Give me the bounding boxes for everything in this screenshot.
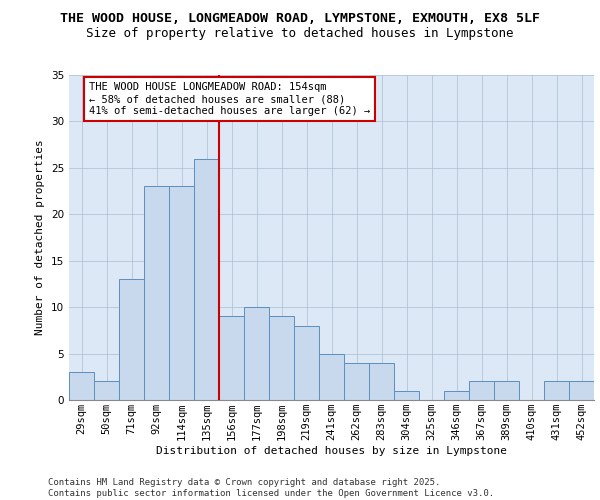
Bar [69, 372, 94, 400]
Text: THE WOOD HOUSE LONGMEADOW ROAD: 154sqm
← 58% of detached houses are smaller (88): THE WOOD HOUSE LONGMEADOW ROAD: 154sqm ←… [89, 82, 370, 116]
Bar [244, 307, 269, 400]
Bar [569, 382, 594, 400]
Text: Contains HM Land Registry data © Crown copyright and database right 2025.
Contai: Contains HM Land Registry data © Crown c… [48, 478, 494, 498]
Bar [344, 363, 369, 400]
Bar [369, 363, 394, 400]
Bar [94, 382, 119, 400]
Bar [444, 390, 469, 400]
Bar [169, 186, 194, 400]
Bar [294, 326, 319, 400]
Bar [144, 186, 169, 400]
Bar [119, 280, 144, 400]
Bar [494, 382, 519, 400]
Text: Size of property relative to detached houses in Lympstone: Size of property relative to detached ho… [86, 28, 514, 40]
Bar [319, 354, 344, 400]
Bar [219, 316, 244, 400]
Bar [194, 158, 219, 400]
Bar [394, 390, 419, 400]
Bar [269, 316, 294, 400]
Bar [469, 382, 494, 400]
Text: THE WOOD HOUSE, LONGMEADOW ROAD, LYMPSTONE, EXMOUTH, EX8 5LF: THE WOOD HOUSE, LONGMEADOW ROAD, LYMPSTO… [60, 12, 540, 26]
X-axis label: Distribution of detached houses by size in Lympstone: Distribution of detached houses by size … [156, 446, 507, 456]
Bar [544, 382, 569, 400]
Y-axis label: Number of detached properties: Number of detached properties [35, 140, 46, 336]
